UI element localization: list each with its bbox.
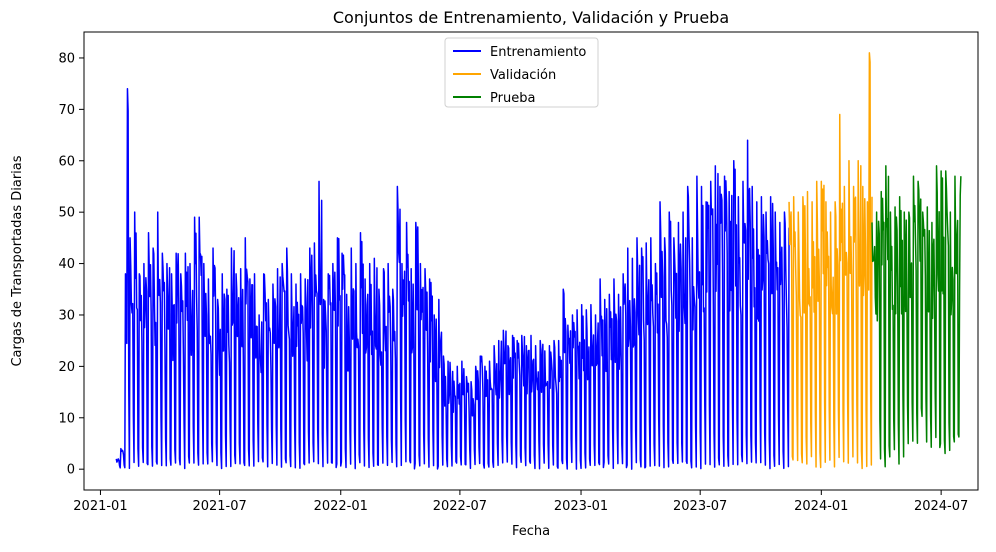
x-tick-label: 2022-01 xyxy=(314,499,368,514)
y-tick-label: 80 xyxy=(58,51,75,66)
series-line-0 xyxy=(115,88,790,470)
plot-area xyxy=(115,52,962,470)
chart-title: Conjuntos de Entrenamiento, Validación y… xyxy=(333,8,729,27)
y-axis: 0 10 20 30 40 50 60 70 80 xyxy=(58,51,84,478)
legend-label-0: Entrenamiento xyxy=(490,45,586,60)
legend: Entrenamiento Validación Prueba xyxy=(444,37,599,108)
y-tick-label: 40 xyxy=(58,257,75,272)
x-axis-label: Fecha xyxy=(512,524,550,539)
series-line-2 xyxy=(871,165,962,468)
y-tick-label: 50 xyxy=(58,206,75,221)
x-tick-label: 2023-01 xyxy=(554,499,608,514)
x-tick-label: 2023-07 xyxy=(673,499,727,514)
legend-label-1: Validación xyxy=(490,68,556,83)
y-tick-label: 60 xyxy=(58,154,75,169)
plot-frame xyxy=(83,31,979,491)
y-tick-label: 30 xyxy=(58,308,75,323)
y-tick-label: 0 xyxy=(67,463,75,478)
y-axis-label: Cargas de Transportadas Diarias xyxy=(10,155,25,366)
x-tick-label: 2022-07 xyxy=(433,499,487,514)
x-axis: 2021-01 2021-07 2022-01 2022-07 2023-01 2023-… xyxy=(73,490,968,514)
y-tick-label: 20 xyxy=(58,360,75,375)
legend-label-2: Prueba xyxy=(490,91,535,106)
y-tick-label: 10 xyxy=(58,411,75,426)
series-line-1 xyxy=(788,52,873,470)
x-tick-label: 2021-07 xyxy=(192,499,246,514)
x-tick-label: 2021-01 xyxy=(73,499,127,514)
x-tick-label: 2024-07 xyxy=(914,499,968,514)
legend-box xyxy=(444,37,599,108)
x-tick-label: 2024-01 xyxy=(794,499,848,514)
y-tick-label: 70 xyxy=(58,103,75,118)
